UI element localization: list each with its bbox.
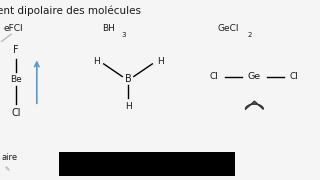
Polygon shape	[245, 101, 263, 109]
Text: eFCl: eFCl	[3, 24, 23, 33]
Text: 2: 2	[247, 32, 252, 38]
Text: 3: 3	[121, 32, 125, 38]
Text: GeCl: GeCl	[218, 24, 239, 33]
Text: Ge: Ge	[248, 72, 261, 81]
Text: ent dipolaire des molécules: ent dipolaire des molécules	[0, 5, 141, 16]
Text: H: H	[124, 102, 132, 111]
Text: F: F	[13, 45, 19, 55]
Text: H: H	[92, 57, 100, 66]
Text: Cl: Cl	[11, 108, 21, 118]
Text: Cl: Cl	[290, 72, 299, 81]
Text: Be: Be	[10, 75, 22, 84]
Text: Cl: Cl	[210, 72, 219, 81]
Text: BH: BH	[102, 24, 115, 33]
Text: ✎: ✎	[5, 168, 10, 173]
Text: B: B	[124, 74, 132, 84]
Text: H: H	[156, 57, 164, 66]
FancyBboxPatch shape	[59, 152, 235, 176]
Text: aire: aire	[2, 153, 18, 162]
